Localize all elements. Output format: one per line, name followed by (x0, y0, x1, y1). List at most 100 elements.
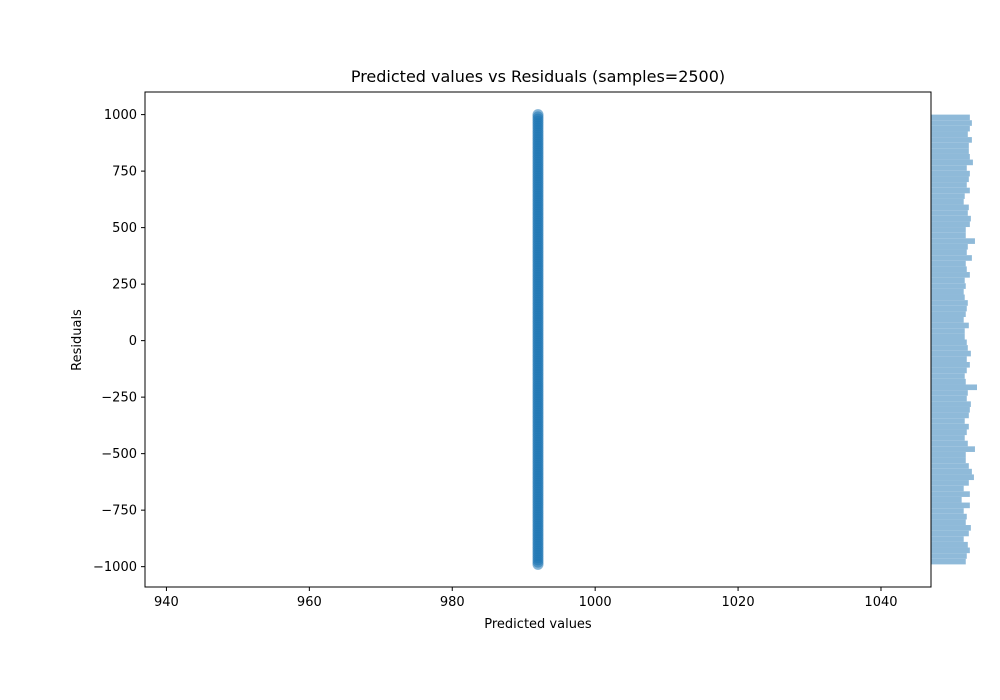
histogram-bar (931, 170, 970, 177)
y-tick-label: 500 (112, 221, 137, 236)
histogram-bar (931, 232, 966, 239)
scatter-point (532, 109, 544, 121)
y-tick-label: 1000 (104, 108, 137, 123)
histogram-bar (931, 395, 967, 402)
histogram-bar (931, 294, 965, 301)
x-tick-label: 940 (154, 595, 179, 610)
histogram-bar (931, 361, 970, 368)
histogram-bar (931, 283, 966, 289)
histogram-bar (931, 491, 970, 497)
histogram-bar (931, 513, 967, 520)
histogram-bar (931, 530, 969, 537)
histogram-bar (931, 356, 967, 362)
histogram-bar (931, 508, 964, 514)
histogram-bar (931, 423, 969, 430)
x-axis-label: Predicted values (484, 617, 592, 632)
histogram-bar (931, 463, 969, 469)
histogram-bar (931, 131, 968, 138)
x-tick-label: 980 (440, 595, 465, 610)
y-axis-label: Residuals (70, 309, 85, 371)
histogram-bar (931, 249, 967, 256)
x-axis: 940 960 980 1000 1020 1040 (154, 587, 898, 610)
histogram-bar (931, 125, 970, 132)
y-tick-label: −1000 (93, 560, 137, 575)
histogram-bar (931, 322, 969, 329)
histogram-bar (931, 255, 972, 261)
histogram-bar (931, 204, 969, 211)
histogram-bar (931, 418, 965, 424)
histogram-bar (931, 193, 965, 199)
y-axis: 1000 750 500 250 0 −250 −500 −750 −1000 (93, 108, 145, 575)
x-tick-label: 1040 (864, 595, 897, 610)
histogram-bar (931, 401, 971, 407)
histogram-bar (931, 367, 967, 374)
y-tick-label: −500 (101, 447, 137, 462)
histogram-bar (931, 496, 962, 503)
histogram-bar (931, 300, 968, 306)
histogram-bar (931, 187, 970, 194)
histogram-bar (931, 435, 965, 441)
histogram-bar (931, 277, 965, 284)
x-tick-label: 960 (297, 595, 322, 610)
histogram-bar (931, 120, 972, 126)
histogram-bar (931, 390, 968, 396)
histogram-bar (931, 468, 972, 475)
histogram-bar (931, 215, 971, 222)
histogram-bar (931, 288, 964, 295)
histogram-bar (931, 446, 975, 452)
histogram-bar (931, 384, 977, 391)
histogram-bar (931, 266, 967, 273)
histogram-bar (931, 198, 964, 205)
histogram-bar (931, 305, 967, 312)
histogram-bar (931, 480, 969, 486)
y-tick-label: −250 (101, 391, 137, 406)
histogram-bar (931, 243, 968, 250)
histogram-bar (931, 176, 969, 183)
histogram-bar (931, 328, 965, 334)
histogram-bar (931, 182, 967, 188)
histogram-bar (931, 137, 972, 143)
histogram-bar (931, 485, 964, 492)
histogram-bar (931, 339, 967, 346)
y-tick-label: −750 (101, 504, 137, 519)
histogram-bar (931, 333, 965, 340)
histogram-bar (931, 457, 966, 464)
histogram-bar (931, 142, 969, 149)
histogram-bar (931, 558, 966, 565)
histogram-bar (931, 114, 970, 121)
histogram-bar (931, 474, 974, 481)
histogram-bar (931, 317, 964, 323)
histogram-bar (931, 547, 970, 554)
histogram-bar (931, 165, 967, 171)
histogram-bar (931, 406, 970, 413)
histogram-bar (931, 148, 969, 154)
histogram-bar (931, 440, 968, 447)
histogram-bar (931, 541, 968, 548)
histogram-bar (931, 221, 970, 228)
scatter-points (532, 109, 544, 570)
y-tick-label: 250 (112, 278, 137, 293)
histogram-bar (931, 260, 966, 267)
histogram-bar (931, 451, 966, 458)
histogram-bar (931, 373, 965, 379)
histogram-bar (931, 153, 970, 160)
x-tick-label: 1020 (722, 595, 755, 610)
histogram-bar (931, 159, 973, 166)
y-tick-label: 0 (129, 334, 137, 349)
histogram-bar (931, 311, 966, 318)
histogram-bar (931, 227, 966, 233)
plot-area-frame (144, 91, 932, 588)
chart-title: Predicted values vs Residuals (samples=2… (351, 67, 725, 86)
histogram-bar (931, 210, 968, 216)
histogram-bar (931, 350, 971, 357)
histogram-bar (931, 536, 964, 542)
histogram-bar (931, 378, 966, 385)
histogram-bar (931, 345, 968, 351)
histogram-bar (931, 272, 970, 278)
histogram-bar (931, 429, 967, 436)
y-tick-label: 750 (112, 165, 137, 180)
histogram-bar (931, 553, 967, 559)
histogram-bar (931, 412, 969, 419)
x-tick-label: 1000 (579, 595, 612, 610)
